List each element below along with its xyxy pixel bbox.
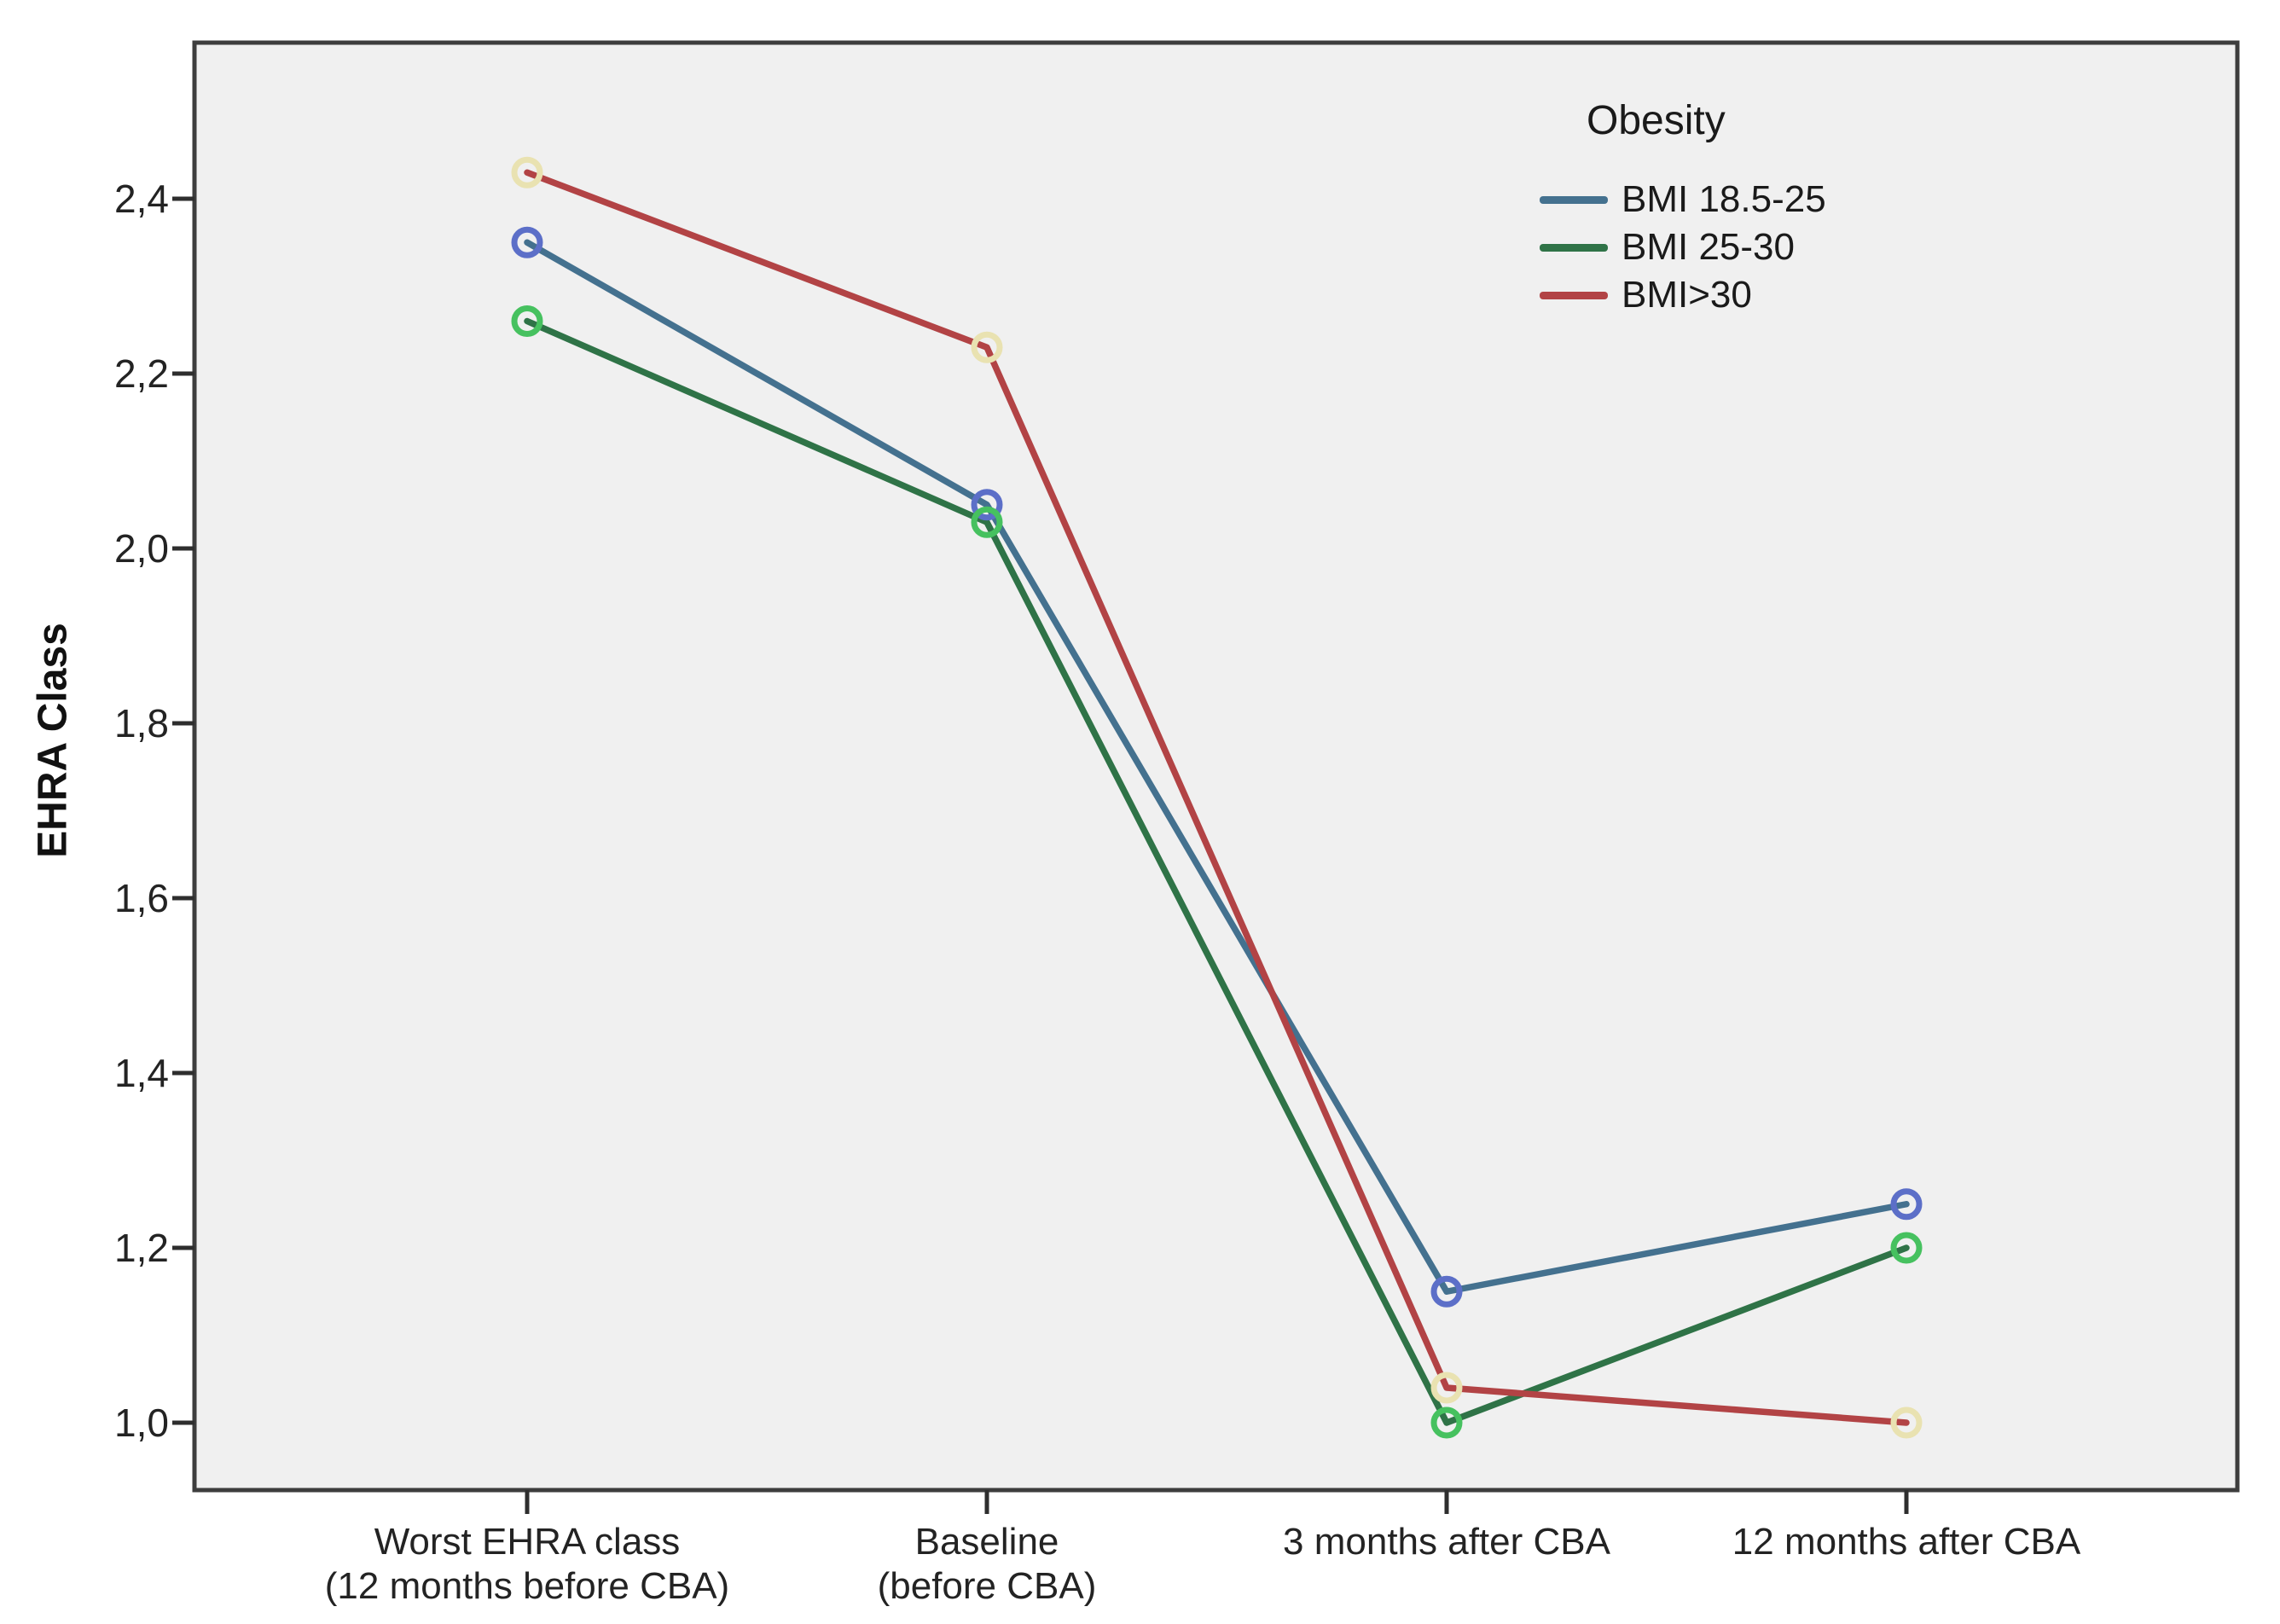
y-tick-label: 2,4 <box>114 177 169 221</box>
x-category-label-line: (before CBA) <box>877 1565 1097 1607</box>
y-tick-label: 1,2 <box>114 1226 169 1270</box>
y-tick-label: 2,0 <box>114 526 169 571</box>
legend: Obesity BMI 18.5-25 BMI 25-30 BMI>30 <box>1540 101 1826 319</box>
legend-line-swatch-icon <box>1540 243 1608 252</box>
legend-line-swatch-icon <box>1540 195 1608 204</box>
legend-item-label: BMI 18.5-25 <box>1622 178 1826 220</box>
x-category-label-line: Baseline <box>914 1521 1059 1563</box>
legend-item-bmi-18-5-25: BMI 18.5-25 <box>1540 176 1826 223</box>
y-tick-label: 1,0 <box>114 1401 169 1445</box>
y-tick-label: 1,8 <box>114 701 169 745</box>
x-category-label-line: Worst EHRA class <box>374 1521 681 1563</box>
y-tick-label: 1,4 <box>114 1051 169 1095</box>
x-category-label-12-months: 12 months after CBA <box>1732 1520 2080 1564</box>
legend-item-label: BMI>30 <box>1622 274 1752 316</box>
y-tick-label: 2,2 <box>114 351 169 396</box>
x-category-label-baseline: Baseline (before CBA) <box>878 1520 1097 1609</box>
legend-item-bmi-25-30: BMI 25-30 <box>1540 223 1826 271</box>
legend-item-label: BMI 25-30 <box>1622 226 1795 268</box>
y-tick-label: 1,6 <box>114 876 169 920</box>
legend-title: Obesity <box>1587 98 1726 143</box>
x-category-label-line: (12 months before CBA) <box>324 1565 730 1607</box>
legend-line-swatch-icon <box>1540 291 1608 299</box>
x-category-label-line: 12 months after CBA <box>1732 1521 2081 1563</box>
x-category-label-line: 3 months after CBA <box>1283 1521 1610 1563</box>
x-category-label-worst-ehra: Worst EHRA class (12 months before CBA) <box>325 1520 729 1609</box>
legend-item-bmi-over-30: BMI>30 <box>1540 271 1826 319</box>
x-category-label-3-months: 3 months after CBA <box>1283 1520 1610 1564</box>
